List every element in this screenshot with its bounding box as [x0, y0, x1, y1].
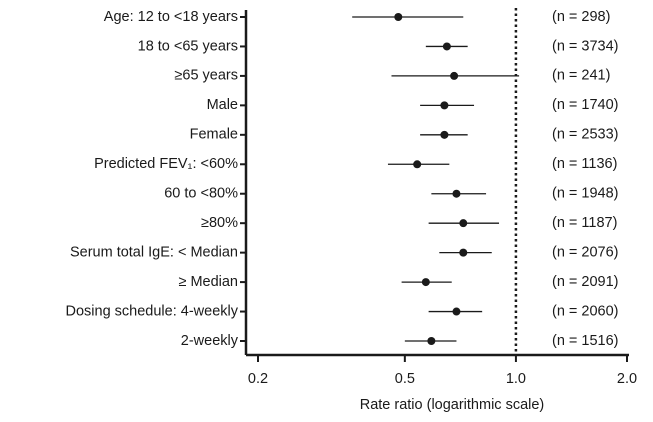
x-tick-label: 2.0: [617, 371, 637, 387]
category-label: 18 to <65 years: [138, 38, 238, 54]
category-label: Serum total IgE: < Median: [70, 244, 238, 260]
category-label: Female: [190, 127, 238, 143]
sample-size-label: (n = 1948): [552, 186, 619, 202]
category-label: Predicted FEV₁: <60%: [94, 156, 238, 172]
point-estimate: [452, 307, 461, 316]
sample-size-label: (n = 3734): [552, 38, 619, 54]
point-estimate: [459, 219, 468, 228]
point-estimate: [394, 13, 403, 21]
category-label: Male: [207, 97, 238, 113]
sample-size-label: (n = 2076): [552, 244, 619, 260]
category-label: Age: 12 to <18 years: [104, 9, 238, 25]
point-estimate: [440, 101, 449, 110]
category-label: ≥80%: [201, 215, 238, 231]
sample-size-label: (n = 1187): [552, 215, 617, 231]
point-estimate: [421, 278, 430, 287]
sample-size-label: (n = 1516): [552, 333, 619, 349]
x-axis-label: Rate ratio (logarithmic scale): [360, 397, 545, 413]
sample-size-label: (n = 2091): [552, 274, 619, 290]
sample-size-label: (n = 1136): [552, 156, 617, 172]
category-label: ≥ Median: [178, 274, 238, 290]
point-estimate: [442, 42, 451, 51]
x-tick-label: 1.0: [506, 371, 526, 387]
sample-size-label: (n = 241): [552, 68, 610, 84]
category-label: ≥65 years: [174, 68, 238, 84]
x-tick-label: 0.2: [248, 371, 268, 387]
point-estimate: [452, 189, 461, 198]
sample-size-label: (n = 1740): [552, 97, 619, 113]
point-estimate: [450, 71, 459, 80]
category-label: 2-weekly: [181, 333, 239, 349]
sample-size-label: (n = 298): [552, 9, 610, 25]
category-label: Dosing schedule: 4-weekly: [66, 303, 239, 319]
point-estimate: [413, 160, 422, 169]
x-tick-label: 0.5: [395, 371, 415, 387]
point-estimate: [459, 248, 468, 257]
point-estimate: [440, 130, 449, 139]
sample-size-label: (n = 2060): [552, 303, 619, 319]
sample-size-label: (n = 2533): [552, 127, 619, 143]
category-label: 60 to <80%: [164, 186, 238, 202]
point-estimate: [427, 337, 436, 345]
